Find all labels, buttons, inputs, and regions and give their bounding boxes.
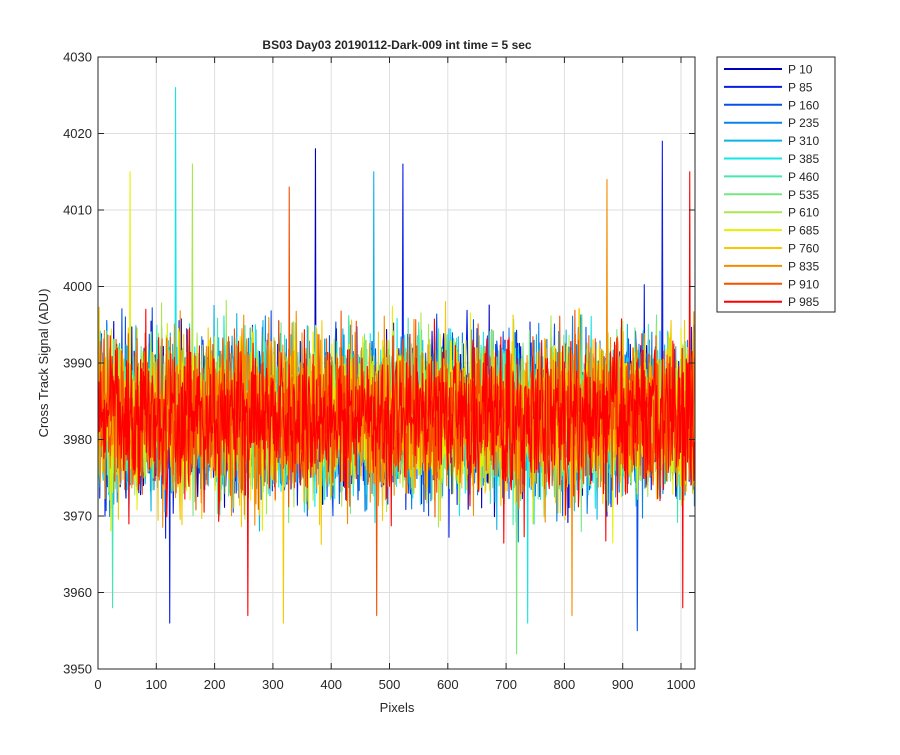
axes-layer: 0 100 200 300 400 500 600 700 800 900 1000 3950 3960…	[63, 50, 696, 692]
y-tick-label: 3980	[63, 432, 92, 447]
legend-label: P 10	[788, 63, 813, 77]
legend-label: P 310	[788, 134, 819, 148]
series-line-p-985	[98, 171, 695, 616]
y-tick-label: 4010	[63, 203, 92, 218]
x-tick-label: 1000	[667, 677, 696, 692]
x-axis-label: Pixels	[380, 700, 415, 715]
series-layer	[98, 87, 695, 655]
y-tick-label: 3960	[63, 585, 92, 600]
x-tick-label: 600	[437, 677, 459, 692]
legend-label: P 760	[788, 242, 819, 256]
x-tick-label: 100	[145, 677, 167, 692]
y-tick-label: 4030	[63, 50, 92, 65]
x-tick-label: 500	[379, 677, 401, 692]
legend-box	[716, 56, 836, 313]
legend-label: P 910	[788, 277, 819, 291]
y-tick-label: 3990	[63, 356, 92, 371]
y-axis-label: Cross Track Signal (ADU)	[36, 289, 51, 438]
x-tick-label: 300	[262, 677, 284, 692]
legend-label: P 160	[788, 98, 819, 112]
y-tick-label: 4020	[63, 126, 92, 141]
legend-label: P 460	[788, 170, 819, 184]
legend-label: P 385	[788, 152, 819, 166]
legend-label: P 535	[788, 188, 819, 202]
y-tick-label: 3970	[63, 509, 92, 524]
x-tick-label: 800	[554, 677, 576, 692]
legend-label: P 685	[788, 224, 819, 238]
x-tick-label: 200	[204, 677, 226, 692]
legend-label: P 610	[788, 206, 819, 220]
x-tick-label: 900	[612, 677, 634, 692]
y-tick-label: 3950	[63, 662, 92, 677]
legend-label: P 835	[788, 259, 819, 273]
legend-label: P 85	[788, 80, 813, 94]
x-tick-label: 700	[495, 677, 517, 692]
x-tick-label: 0	[94, 677, 101, 692]
legend-label: P 235	[788, 116, 819, 130]
legend: P 10 P 85 P 160 P 235 P 310 P 385 P 460 P 535 P …	[716, 56, 836, 313]
chart-title: BS03 Day03 20190112-Dark-009 int time = …	[262, 38, 532, 52]
x-tick-label: 400	[320, 677, 342, 692]
legend-label: P 985	[788, 295, 819, 309]
y-tick-label: 4000	[63, 279, 92, 294]
